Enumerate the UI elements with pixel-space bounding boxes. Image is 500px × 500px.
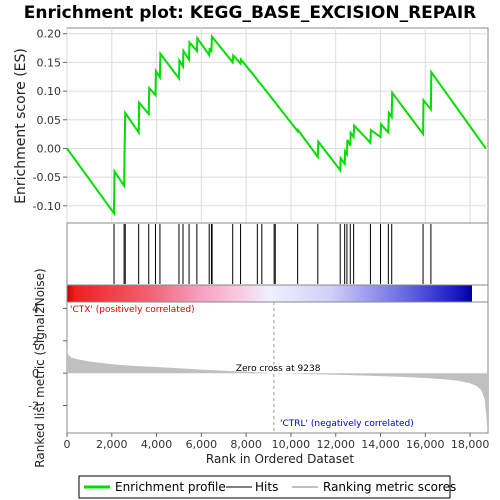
es-y-tick-label: 0.10 [37, 85, 62, 98]
positive-correlation-label: 'CTX' (positively correlated) [70, 305, 195, 315]
es-y-tick-label: 0.20 [37, 28, 62, 41]
x-tick-label: 8,000 [230, 438, 262, 451]
x-tick-label: 12,000 [316, 438, 355, 451]
x-tick-label: 16,000 [406, 438, 445, 451]
hits-panel [66, 222, 489, 286]
chart-title: Enrichment plot: KEGG_BASE_EXCISION_REPA… [24, 3, 477, 23]
legend-enrichment-label: Enrichment profile [115, 480, 226, 494]
ranked-list-color-bar [67, 285, 472, 302]
x-tick-label: 0 [64, 438, 71, 451]
legend-box [78, 475, 451, 499]
hits-panel-frame [66, 222, 489, 286]
x-tick-label: 18,000 [451, 438, 490, 451]
enrichment-profile-line [66, 33, 487, 217]
es-y-tick-label: 0.05 [37, 114, 62, 127]
x-tick-label: 2,000 [96, 438, 128, 451]
legend: Enrichment profile Hits Ranking metric s… [78, 475, 456, 499]
metric-panel: Zero cross at 9238 'CTX' (positively cor… [28, 268, 489, 468]
es-y-tick-label: -0.05 [33, 171, 61, 184]
negative-correlation-label: 'CTRL' (negatively correlated) [280, 419, 414, 429]
es-grid [66, 28, 488, 223]
legend-hits-label: Hits [255, 480, 278, 494]
es-y-ticks: -0.10 -0.05 0.00 0.05 0.10 0.15 0.20 [33, 28, 67, 213]
metric-y-tick-label: -2 [28, 400, 39, 413]
metric-y-tick-label: 4 [32, 302, 39, 315]
hits-marks [113, 224, 432, 284]
metric-y-ticks: -2 0 2 4 [28, 302, 67, 413]
x-axis-ticks: 0 2,000 4,000 6,000 8,000 10,000 12,000 14,000 1… [64, 433, 490, 451]
es-y-tick-label: 0.15 [37, 56, 62, 69]
es-y-tick-label: -0.10 [33, 200, 61, 213]
x-tick-label: 10,000 [272, 438, 311, 451]
x-tick-label: 4,000 [141, 438, 173, 451]
legend-metric-label: Ranking metric scores [323, 480, 456, 494]
zero-cross-label: Zero cross at 9238 [236, 364, 321, 374]
metric-y-axis-label: Ranked list metric (Signal2Noise) [33, 268, 47, 467]
es-y-axis-label: Enrichment score (ES) [13, 48, 29, 204]
es-y-tick-label: 0.00 [37, 142, 62, 155]
x-tick-label: 14,000 [361, 438, 400, 451]
es-panel: -0.10 -0.05 0.00 0.05 0.10 0.15 0.20 Enrichmen… [13, 27, 489, 224]
x-tick-label: 6,000 [186, 438, 218, 451]
metric-y-tick-label: 2 [32, 335, 39, 348]
metric-y-tick-label: 0 [32, 367, 39, 380]
ranking-metric-area [67, 348, 488, 430]
x-axis-label: Rank in Ordered Dataset [206, 452, 354, 466]
